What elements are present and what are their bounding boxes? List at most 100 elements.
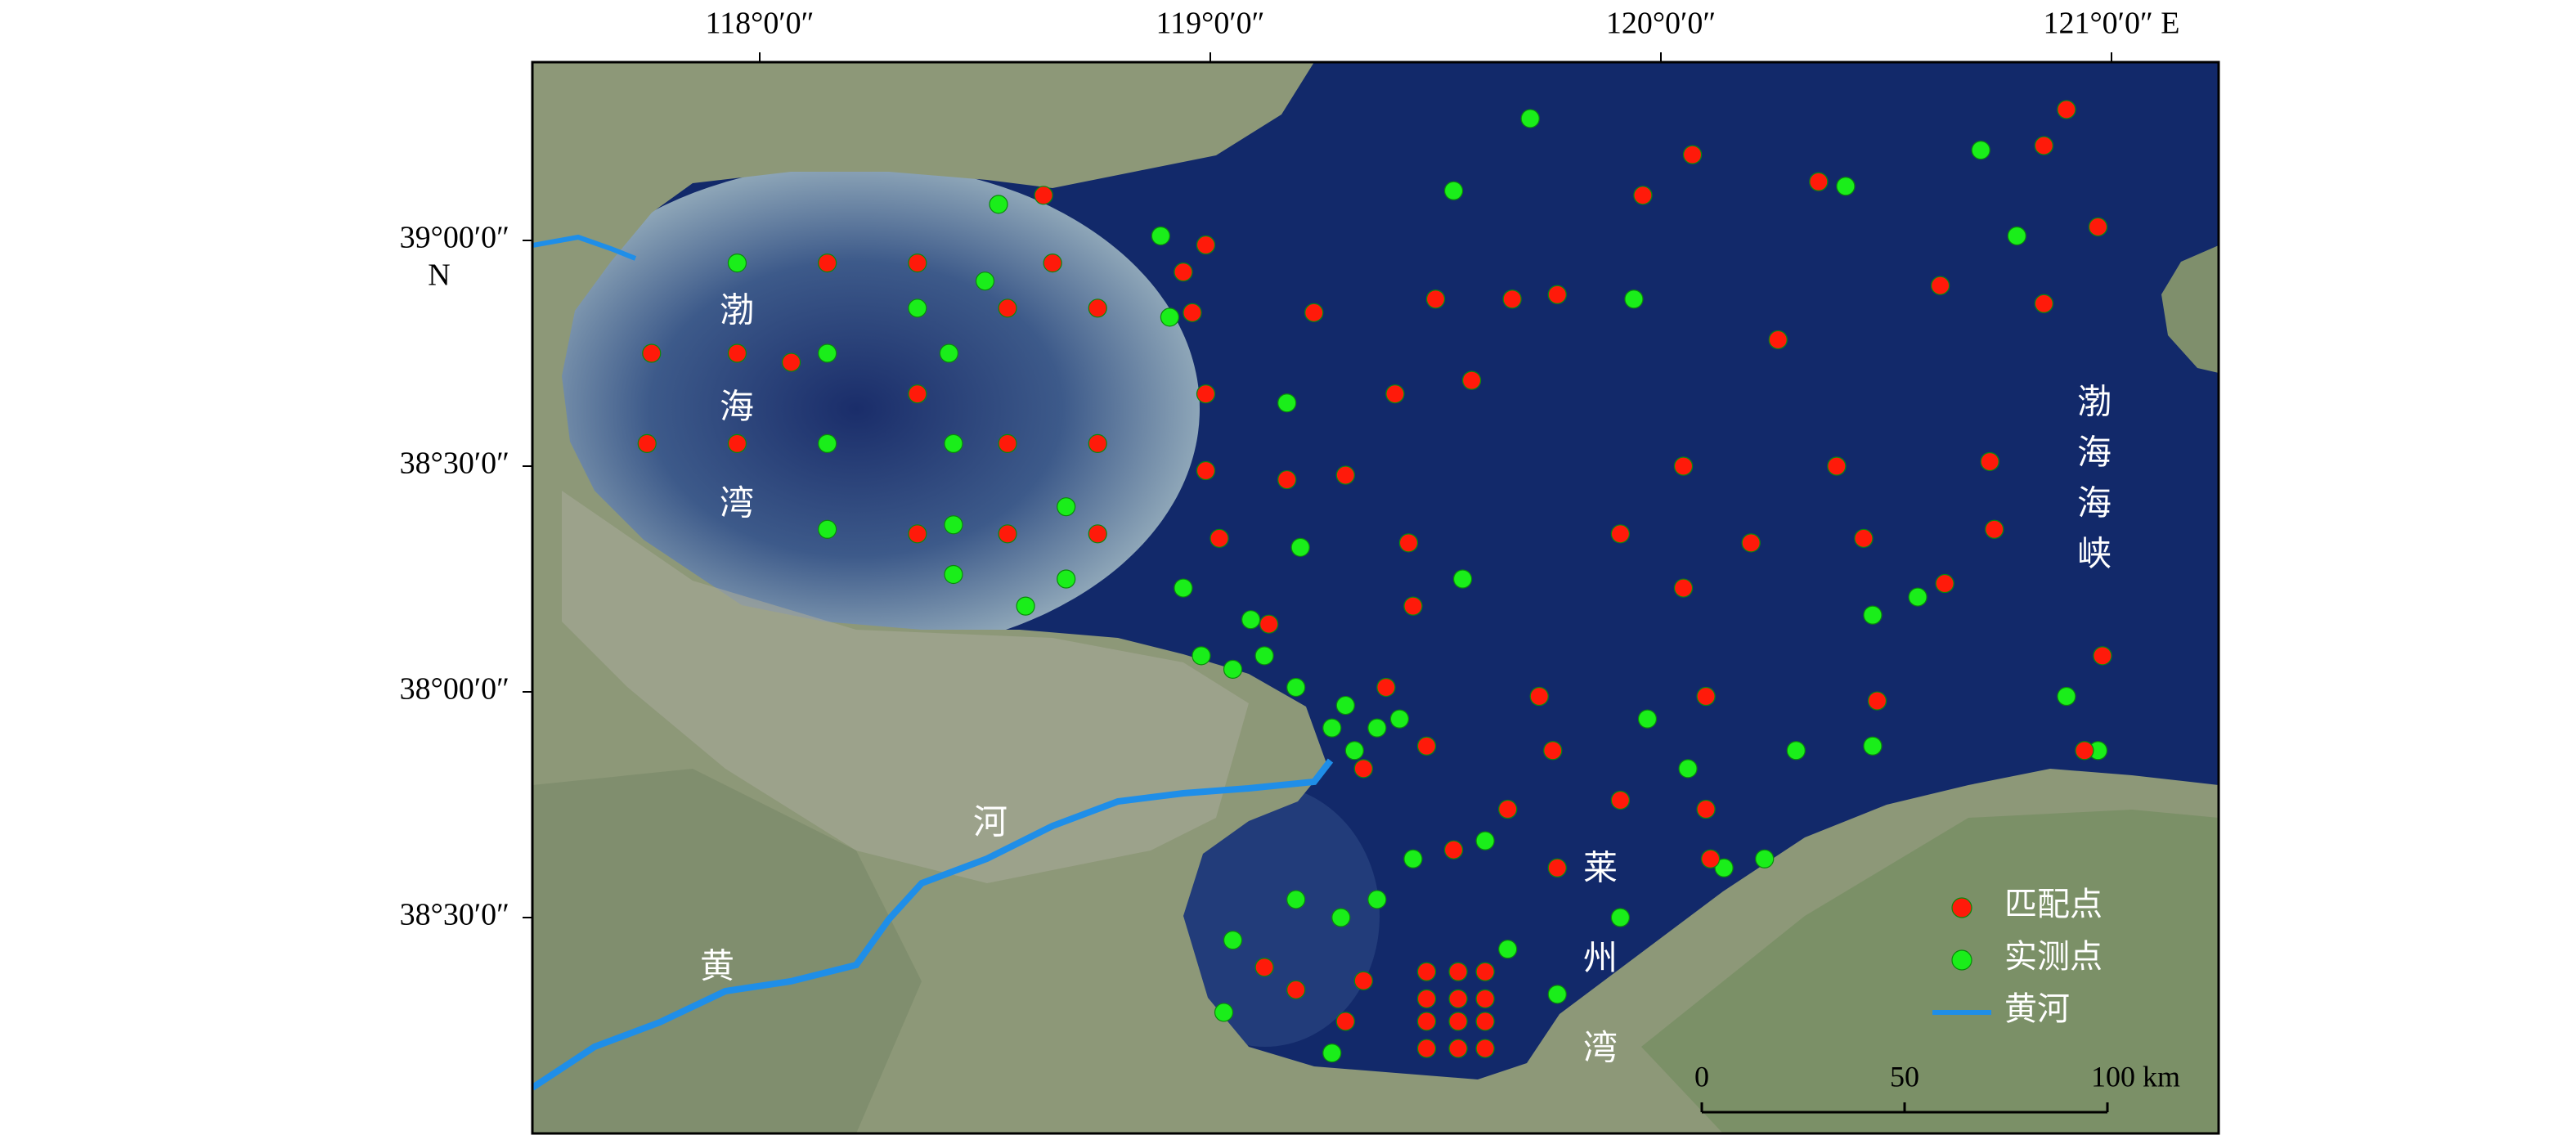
matched-point	[2093, 646, 2112, 666]
measured-point	[1755, 849, 1775, 868]
shallow-water	[532, 164, 1200, 654]
measured-point	[818, 433, 837, 454]
measured-point	[1786, 741, 1806, 761]
shallow-water	[1151, 785, 1380, 1047]
matched-point	[1416, 1039, 1437, 1058]
basemap	[532, 62, 2219, 1133]
scale-label: 0	[1694, 1060, 1709, 1093]
matched-point	[1196, 235, 1216, 255]
place-label: 海	[720, 389, 754, 427]
matched-point	[1448, 989, 1468, 1008]
measured-point	[1286, 677, 1306, 698]
matched-point	[1183, 303, 1202, 322]
matched-point	[908, 384, 927, 404]
matched-point	[2034, 136, 2053, 155]
lat-tick-label: 38°30′0″	[400, 898, 509, 932]
place-label: 渤	[720, 293, 754, 330]
measured-point	[939, 343, 959, 363]
legend-label: 匹配点	[2004, 886, 2103, 922]
measured-point	[1331, 908, 1351, 927]
matched-point	[1398, 533, 1419, 553]
points	[637, 100, 2112, 1063]
measured-point	[1498, 940, 1518, 959]
matched-point	[2034, 294, 2053, 313]
land-texture	[532, 769, 922, 1133]
matched-point	[1673, 578, 1694, 598]
measured-point	[1367, 718, 1387, 738]
lat-hemisphere: N	[428, 258, 450, 293]
lat-tick-label: 38°00′0″	[400, 672, 509, 707]
matched-point	[1543, 741, 1563, 761]
matched-point	[1088, 298, 1107, 318]
measured-point	[1057, 497, 1076, 517]
matched-point	[1353, 971, 1373, 990]
land-texture	[1641, 810, 2219, 1133]
measured-point	[1678, 759, 1698, 779]
matched-point	[1416, 989, 1437, 1008]
place-label: 渤	[2077, 384, 2112, 422]
land	[2161, 245, 2219, 373]
land-texture	[562, 491, 1249, 883]
matched-point	[1610, 790, 1631, 810]
scale-label: 50	[1890, 1060, 1919, 1093]
matched-point	[1088, 433, 1107, 454]
measured-point	[1241, 610, 1261, 630]
matched-point	[1610, 524, 1631, 544]
matched-point	[1696, 686, 1716, 707]
matched-point	[1682, 145, 1703, 164]
matched-point	[1854, 528, 1874, 548]
matched-point	[1867, 691, 1887, 711]
matched-point	[1277, 469, 1297, 490]
measured-point	[944, 564, 963, 585]
measured-point	[1443, 181, 1464, 200]
matched-point	[2088, 217, 2108, 237]
lat-tick-label: 38°30′0″	[400, 447, 509, 481]
river	[532, 234, 637, 261]
measured-point	[1016, 596, 1035, 616]
matched-point	[1547, 285, 1567, 304]
measured-point	[1223, 659, 1243, 680]
matched-point	[1475, 1039, 1495, 1058]
matched-point	[1741, 533, 1761, 553]
measured-point	[1160, 307, 1180, 327]
matched-point	[1425, 289, 1446, 309]
matched-point	[1931, 276, 1950, 295]
measured-point	[818, 519, 837, 539]
matched-point	[1403, 596, 1423, 616]
matched-point	[727, 433, 747, 454]
matched-point	[1174, 263, 1193, 282]
measured-point	[1836, 177, 1856, 196]
matched-point	[1448, 1012, 1468, 1031]
measured-point	[818, 343, 837, 363]
matched-point	[1353, 759, 1373, 779]
measured-point	[1174, 578, 1193, 598]
lon-tick-label: 118°0′0″	[706, 7, 815, 41]
matched-point	[1304, 303, 1324, 322]
matched-point	[1443, 840, 1464, 859]
matched-point	[1498, 799, 1518, 819]
measured-point	[1290, 537, 1310, 557]
matched-point	[1448, 1039, 1468, 1058]
matched-point	[998, 524, 1017, 544]
matched-point	[1335, 1012, 1355, 1031]
matched-point	[1696, 799, 1716, 819]
measured-point	[1714, 858, 1734, 877]
lon-tick-label: 119°0′0″	[1156, 7, 1265, 41]
matched-point	[1209, 528, 1229, 548]
measured-point	[1520, 109, 1540, 128]
matched-point	[1385, 384, 1405, 404]
matched-point	[1809, 172, 1829, 191]
measured-point	[1475, 831, 1495, 851]
matched-point	[1196, 384, 1216, 404]
matched-point	[1633, 186, 1653, 205]
measured-point	[1367, 890, 1387, 909]
matched-point	[1475, 1012, 1495, 1031]
lat-tick-label: 39°00′0″	[400, 221, 509, 255]
legend-swatch	[1951, 949, 1972, 971]
measured-point	[1223, 930, 1243, 950]
scale-bar: 0 50 100 km	[1694, 1060, 2180, 1114]
matched-point	[1502, 289, 1522, 309]
place-label: 峡	[2077, 536, 2112, 574]
river-label: 河	[973, 805, 1008, 842]
